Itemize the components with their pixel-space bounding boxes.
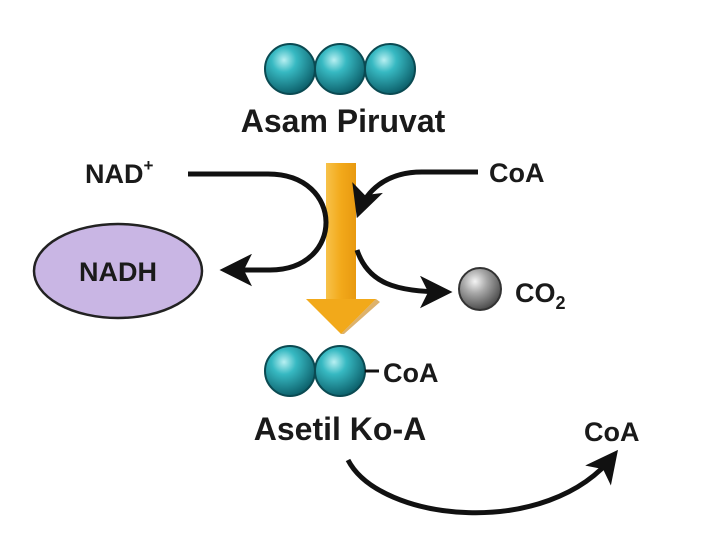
- pyruvate-molecule: [264, 43, 416, 95]
- coa-release-arrow: [345, 449, 618, 516]
- co2-label: CO2: [515, 278, 566, 313]
- carbon-ball-icon: [264, 345, 316, 397]
- coa-output-label: CoA: [584, 417, 640, 447]
- acetyl-coa-molecule: [264, 345, 379, 397]
- co2-ball-icon: [458, 267, 502, 311]
- carbon-ball-icon: [364, 43, 416, 95]
- nadh-label: NADH: [79, 257, 157, 287]
- carbon-ball-icon: [314, 345, 366, 397]
- coa-input-label: CoA: [489, 158, 545, 188]
- coa-attached-label: CoA: [383, 358, 439, 388]
- acetyl-coa-label: Asetil Ko-A: [254, 411, 426, 447]
- pyruvate-label: Asam Piruvat: [241, 103, 446, 139]
- nad-plus-label: NAD+: [85, 156, 154, 189]
- nadh-oval: [32, 222, 204, 320]
- co2-release-arrow: [354, 249, 453, 309]
- nad-reduction-arrow: [188, 171, 329, 287]
- carbon-ball-icon: [314, 43, 366, 95]
- carbon-ball-icon: [264, 43, 316, 95]
- coa-input-arrow: [352, 169, 478, 219]
- main-reaction-arrow: [306, 163, 380, 334]
